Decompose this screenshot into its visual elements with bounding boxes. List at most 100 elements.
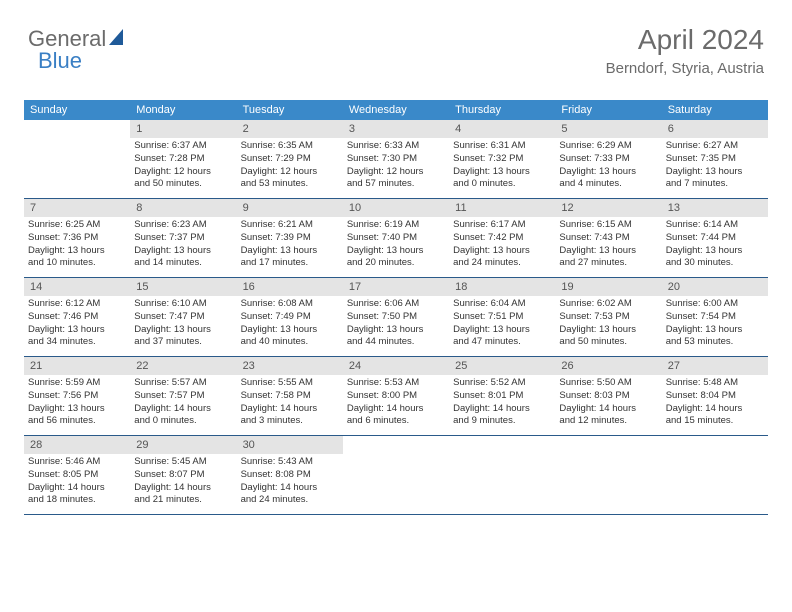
day-details: Sunrise: 6:12 AMSunset: 7:46 PMDaylight:… [24,296,130,353]
day-cell: 6Sunrise: 6:27 AMSunset: 7:35 PMDaylight… [662,120,768,198]
day-number: 2 [237,120,343,138]
daylight-line2: and 27 minutes. [559,257,657,270]
sunrise-text: Sunrise: 5:53 AM [347,377,445,390]
day-number: 16 [237,278,343,296]
day-details: Sunrise: 5:46 AMSunset: 8:05 PMDaylight:… [24,454,130,511]
day-details: Sunrise: 5:48 AMSunset: 8:04 PMDaylight:… [662,375,768,432]
brand-triangle-icon [109,29,123,45]
daylight-line1: Daylight: 14 hours [559,403,657,416]
sunset-text: Sunset: 7:42 PM [453,232,551,245]
day-cell: 23Sunrise: 5:55 AMSunset: 7:58 PMDayligh… [237,357,343,435]
day-details: Sunrise: 6:31 AMSunset: 7:32 PMDaylight:… [449,138,555,195]
sunset-text: Sunset: 7:35 PM [666,153,764,166]
daylight-line2: and 24 minutes. [453,257,551,270]
day-cell: 27Sunrise: 5:48 AMSunset: 8:04 PMDayligh… [662,357,768,435]
daylight-line2: and 24 minutes. [241,494,339,507]
daylight-line2: and 37 minutes. [134,336,232,349]
day-details: Sunrise: 6:00 AMSunset: 7:54 PMDaylight:… [662,296,768,353]
sunrise-text: Sunrise: 6:15 AM [559,219,657,232]
day-details: Sunrise: 5:53 AMSunset: 8:00 PMDaylight:… [343,375,449,432]
sunrise-text: Sunrise: 6:12 AM [28,298,126,311]
day-number: 25 [449,357,555,375]
day-number: 11 [449,199,555,217]
weeks-container: 1Sunrise: 6:37 AMSunset: 7:28 PMDaylight… [24,120,768,515]
sunrise-text: Sunrise: 6:35 AM [241,140,339,153]
day-number: 28 [24,436,130,454]
sunset-text: Sunset: 7:32 PM [453,153,551,166]
daylight-line1: Daylight: 13 hours [666,166,764,179]
daylight-line1: Daylight: 13 hours [559,166,657,179]
day-details: Sunrise: 6:37 AMSunset: 7:28 PMDaylight:… [130,138,236,195]
day-number: 9 [237,199,343,217]
daylight-line2: and 20 minutes. [347,257,445,270]
day-details: Sunrise: 6:06 AMSunset: 7:50 PMDaylight:… [343,296,449,353]
daylight-line2: and 18 minutes. [28,494,126,507]
day-number: 27 [662,357,768,375]
day-cell: 14Sunrise: 6:12 AMSunset: 7:46 PMDayligh… [24,278,130,356]
sunset-text: Sunset: 7:33 PM [559,153,657,166]
daylight-line1: Daylight: 14 hours [347,403,445,416]
sunrise-text: Sunrise: 6:33 AM [347,140,445,153]
daylight-line2: and 4 minutes. [559,178,657,191]
day-number: 23 [237,357,343,375]
day-cell: 7Sunrise: 6:25 AMSunset: 7:36 PMDaylight… [24,199,130,277]
day-cell: 25Sunrise: 5:52 AMSunset: 8:01 PMDayligh… [449,357,555,435]
day-cell: 11Sunrise: 6:17 AMSunset: 7:42 PMDayligh… [449,199,555,277]
day-details: Sunrise: 6:10 AMSunset: 7:47 PMDaylight:… [130,296,236,353]
day-details: Sunrise: 6:21 AMSunset: 7:39 PMDaylight:… [237,217,343,274]
location-text: Berndorf, Styria, Austria [606,60,764,77]
sunset-text: Sunset: 8:07 PM [134,469,232,482]
day-details: Sunrise: 5:57 AMSunset: 7:57 PMDaylight:… [130,375,236,432]
daylight-line1: Daylight: 14 hours [134,403,232,416]
daylight-line2: and 56 minutes. [28,415,126,428]
sunset-text: Sunset: 7:46 PM [28,311,126,324]
day-header-row: Sunday Monday Tuesday Wednesday Thursday… [24,100,768,120]
sunrise-text: Sunrise: 5:55 AM [241,377,339,390]
sunset-text: Sunset: 7:56 PM [28,390,126,403]
daylight-line2: and 21 minutes. [134,494,232,507]
day-details: Sunrise: 6:25 AMSunset: 7:36 PMDaylight:… [24,217,130,274]
day-number: 3 [343,120,449,138]
sunrise-text: Sunrise: 5:50 AM [559,377,657,390]
daylight-line2: and 17 minutes. [241,257,339,270]
daylight-line2: and 50 minutes. [134,178,232,191]
day-cell: 17Sunrise: 6:06 AMSunset: 7:50 PMDayligh… [343,278,449,356]
daylight-line1: Daylight: 12 hours [241,166,339,179]
day-number: 20 [662,278,768,296]
day-number [449,436,555,454]
sunset-text: Sunset: 7:44 PM [666,232,764,245]
day-number [343,436,449,454]
daylight-line1: Daylight: 12 hours [347,166,445,179]
calendar: Sunday Monday Tuesday Wednesday Thursday… [24,100,768,515]
week-row: 28Sunrise: 5:46 AMSunset: 8:05 PMDayligh… [24,436,768,515]
sunrise-text: Sunrise: 6:31 AM [453,140,551,153]
sunset-text: Sunset: 8:05 PM [28,469,126,482]
day-cell: 22Sunrise: 5:57 AMSunset: 7:57 PMDayligh… [130,357,236,435]
sunset-text: Sunset: 7:51 PM [453,311,551,324]
sunset-text: Sunset: 8:04 PM [666,390,764,403]
day-details: Sunrise: 6:19 AMSunset: 7:40 PMDaylight:… [343,217,449,274]
day-number: 30 [237,436,343,454]
daylight-line1: Daylight: 13 hours [347,324,445,337]
day-number: 6 [662,120,768,138]
sunset-text: Sunset: 7:37 PM [134,232,232,245]
day-header-cell: Tuesday [237,100,343,120]
day-details: Sunrise: 5:43 AMSunset: 8:08 PMDaylight:… [237,454,343,511]
sunrise-text: Sunrise: 5:57 AM [134,377,232,390]
sunset-text: Sunset: 7:58 PM [241,390,339,403]
daylight-line2: and 3 minutes. [241,415,339,428]
daylight-line2: and 34 minutes. [28,336,126,349]
daylight-line2: and 0 minutes. [134,415,232,428]
week-row: 1Sunrise: 6:37 AMSunset: 7:28 PMDaylight… [24,120,768,199]
sunset-text: Sunset: 7:29 PM [241,153,339,166]
daylight-line2: and 53 minutes. [241,178,339,191]
day-details: Sunrise: 6:02 AMSunset: 7:53 PMDaylight:… [555,296,661,353]
daylight-line1: Daylight: 13 hours [347,245,445,258]
sunrise-text: Sunrise: 6:19 AM [347,219,445,232]
daylight-line2: and 57 minutes. [347,178,445,191]
day-details: Sunrise: 5:59 AMSunset: 7:56 PMDaylight:… [24,375,130,432]
day-number: 7 [24,199,130,217]
sunrise-text: Sunrise: 6:10 AM [134,298,232,311]
day-cell [24,120,130,198]
day-details: Sunrise: 5:45 AMSunset: 8:07 PMDaylight:… [130,454,236,511]
